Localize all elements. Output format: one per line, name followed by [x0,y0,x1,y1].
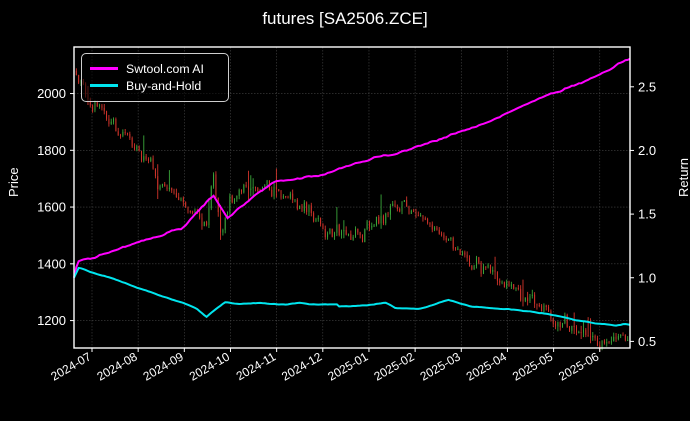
svg-text:1600: 1600 [37,200,66,215]
svg-text:2.0: 2.0 [638,143,656,158]
svg-text:0.5: 0.5 [638,334,656,349]
svg-text:2024-12: 2024-12 [279,349,324,383]
svg-text:2024-11: 2024-11 [234,349,279,383]
svg-text:1800: 1800 [37,143,66,158]
svg-text:2.5: 2.5 [638,79,656,94]
svg-text:2025-03: 2025-03 [418,349,463,383]
svg-text:1.0: 1.0 [638,270,656,285]
svg-text:2024-08: 2024-08 [95,349,140,383]
svg-text:2000: 2000 [37,86,66,101]
svg-text:2025-01: 2025-01 [325,349,370,383]
svg-text:2025-04: 2025-04 [464,349,509,383]
svg-text:2025-02: 2025-02 [371,349,416,383]
svg-text:1200: 1200 [37,313,66,328]
svg-text:2024-10: 2024-10 [187,349,232,383]
svg-text:1.5: 1.5 [638,207,656,222]
svg-text:1400: 1400 [37,256,66,271]
svg-text:2024-09: 2024-09 [141,349,186,383]
svg-text:2025-06: 2025-06 [556,349,601,383]
svg-text:2025-05: 2025-05 [510,349,555,383]
svg-text:2024-07: 2024-07 [48,349,93,383]
